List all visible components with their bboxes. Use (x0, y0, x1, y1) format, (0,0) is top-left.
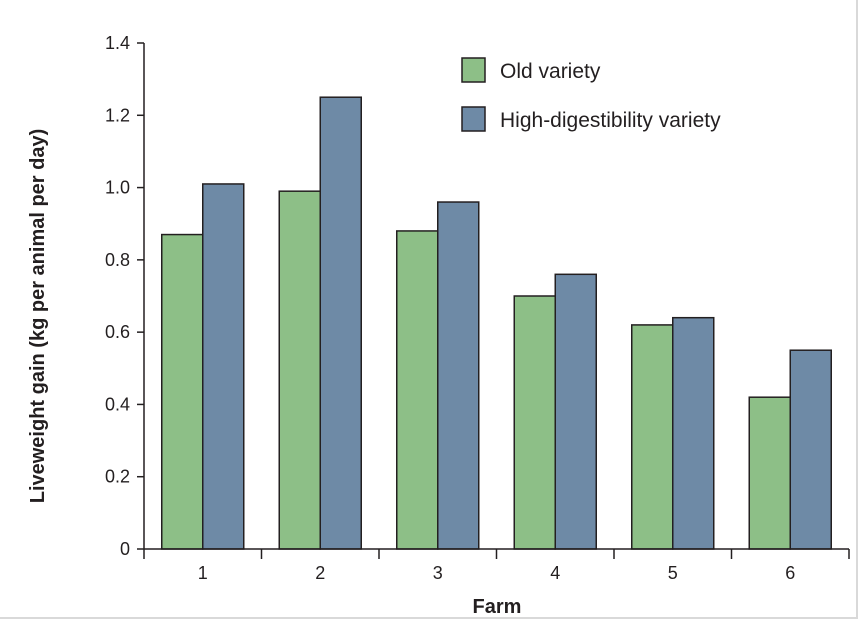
x-tick-label: 4 (550, 563, 560, 583)
x-ticks-layer: 1 2 3 4 5 6 (143, 549, 850, 583)
x-tick-label: 3 (433, 563, 443, 583)
y-tick-label: 1.4 (105, 33, 130, 53)
x-tick-label: 2 (315, 563, 325, 583)
bar-high-digestibility-farm-6 (789, 349, 832, 550)
x-tick-label: 6 (785, 563, 795, 583)
bar-high-digestibility-farm-5 (672, 316, 715, 550)
x-tick-label: 1 (198, 563, 208, 583)
y-tick-label: 0.6 (105, 322, 130, 342)
bar-old-variety-farm-5 (631, 324, 674, 550)
bar-old-variety-farm-4 (513, 295, 556, 550)
bar-high-digestibility-farm-2 (319, 96, 362, 550)
legend-swatch-high-digestibility (461, 106, 486, 132)
y-tick-label: 1.0 (105, 178, 130, 198)
bars-layer (161, 96, 832, 550)
y-tick-label: 0.4 (105, 394, 130, 414)
x-axis-title: Farm (473, 596, 522, 618)
x-tick-label: 5 (668, 563, 678, 583)
y-tick-label: 0 (120, 539, 130, 559)
y-ticks-layer: 0 0.2 0.4 0.6 0.8 1.0 1.2 1.4 (105, 33, 144, 559)
bar-high-digestibility-farm-3 (437, 201, 480, 550)
bar-old-variety-farm-6 (748, 396, 791, 550)
bar-old-variety-farm-2 (278, 190, 321, 550)
y-tick-label: 0.8 (105, 250, 130, 270)
bar-high-digestibility-farm-4 (554, 273, 597, 550)
axes-layer (143, 43, 849, 550)
y-axis-title: Liveweight gain (kg per animal per day) (27, 129, 49, 504)
legend-label-old-variety: Old variety (500, 60, 601, 83)
legend-label-high-digestibility: High-digestibility variety (500, 109, 721, 132)
bar-old-variety-farm-1 (161, 233, 204, 550)
bar-high-digestibility-farm-1 (202, 183, 245, 550)
legend: Old variety High-digestibility variety (461, 57, 721, 132)
y-tick-label: 0.2 (105, 467, 130, 487)
legend-swatch-old-variety (461, 57, 486, 83)
y-tick-label: 1.2 (105, 105, 130, 125)
bar-old-variety-farm-3 (396, 230, 439, 550)
